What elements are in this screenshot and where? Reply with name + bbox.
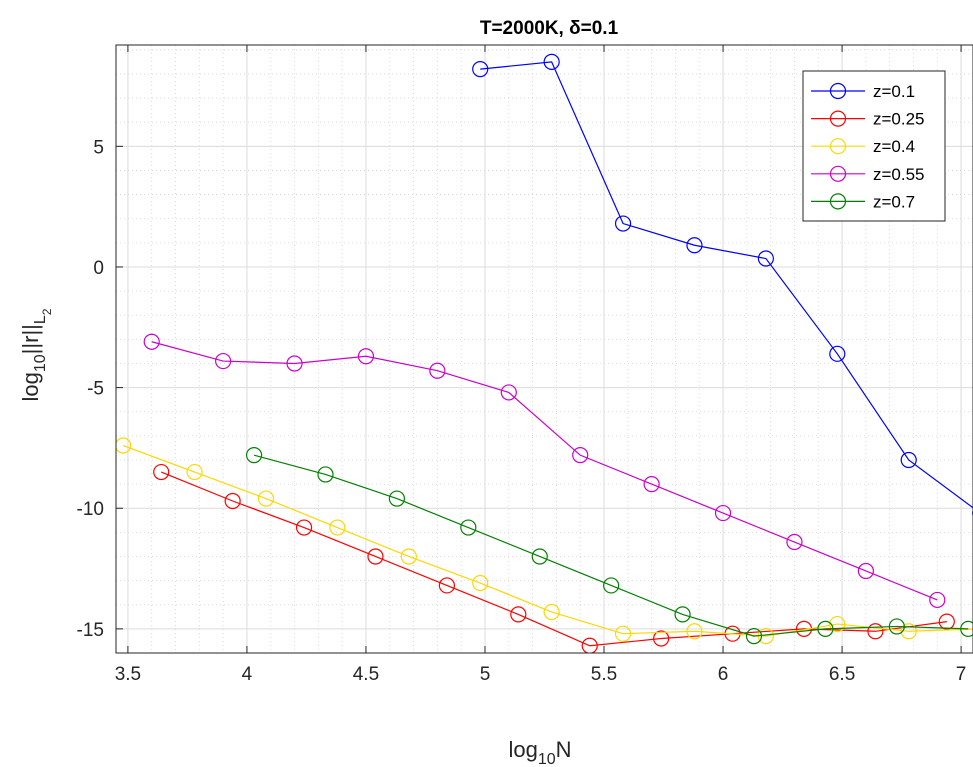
data-point [900, 623, 917, 640]
data-point [614, 625, 632, 642]
data-point [367, 548, 384, 565]
data-point [829, 615, 846, 633]
series-line [151, 341, 938, 601]
data-point [116, 437, 132, 454]
x-tick-label: 3.5 [115, 664, 141, 685]
legend-label: z=0.55 [873, 165, 925, 184]
data-point [510, 606, 527, 623]
legend-marker [829, 165, 847, 182]
x-tick-label: 6 [718, 664, 729, 685]
x-tick-label: 4.5 [353, 664, 379, 685]
legend-marker [829, 193, 847, 210]
data-point [400, 548, 417, 565]
legend: z=0.1 z=0.25 z=0.4 z=0.55 z=0.7 [802, 70, 946, 222]
legend-label: z=0.7 [873, 192, 915, 211]
data-point [900, 451, 917, 469]
data-point [888, 618, 905, 635]
series-line [122, 444, 973, 637]
data-point [295, 519, 313, 536]
y-tick-label: 0 [93, 258, 104, 279]
data-point [786, 533, 803, 551]
data-point [143, 333, 160, 350]
legend-label: z=0.25 [873, 110, 925, 129]
data-point [472, 574, 489, 592]
data-point [686, 623, 703, 640]
data-point [867, 623, 884, 640]
data-point [543, 603, 560, 621]
data-point [438, 577, 455, 594]
series-0 [472, 53, 973, 517]
x-axis-label: log10N [508, 737, 571, 767]
ticks: 3.5 4 4.5 5 5.5 6 6.5 7 -15 -10 -5 0 5 [77, 45, 967, 685]
data-point [317, 466, 334, 483]
data-point [714, 504, 732, 522]
data-point [215, 352, 232, 370]
data-point [500, 384, 517, 401]
data-point [614, 215, 632, 232]
legend-marker [829, 82, 847, 100]
data-point [643, 476, 660, 493]
data-point [857, 562, 874, 580]
data-point [357, 348, 375, 365]
chart-title: T=2000K, δ=0.1 [480, 18, 619, 39]
data-point [829, 345, 846, 362]
series-3 [143, 333, 946, 609]
data-point [581, 637, 598, 653]
data-point [286, 355, 303, 372]
data-point [429, 362, 446, 379]
data-point [686, 237, 703, 254]
series-line [480, 61, 973, 509]
data-point [572, 447, 589, 464]
data-point [653, 630, 670, 647]
x-tick-label: 6.5 [829, 664, 855, 685]
data-point [757, 250, 774, 267]
grid [116, 45, 973, 654]
y-tick-label: -15 [77, 620, 104, 641]
data-point [329, 519, 346, 536]
legend-label: z=0.4 [873, 137, 915, 156]
axes-box [115, 44, 973, 654]
data-point [745, 628, 763, 645]
y-tick-label: 5 [93, 137, 104, 158]
legend-marker [829, 138, 847, 155]
data-point [938, 613, 955, 630]
data-point [153, 463, 170, 481]
y-tick-label: -5 [87, 379, 104, 400]
x-tick-label: 4 [242, 664, 253, 685]
data-point [960, 620, 973, 637]
data-point [245, 447, 263, 464]
series-line [253, 454, 969, 637]
data-point [224, 492, 241, 510]
y-axis-label: log10||r||L2 [18, 308, 54, 401]
data-point [388, 490, 406, 507]
data-point [603, 577, 620, 594]
x-tick-label: 5 [480, 664, 491, 685]
data-point [543, 53, 560, 70]
data-point [929, 591, 946, 609]
y-tick-label: -10 [77, 499, 104, 520]
data-point [817, 620, 834, 637]
data-point [186, 463, 203, 481]
data-point [257, 490, 275, 507]
data-point [531, 548, 548, 565]
series-4 [245, 447, 973, 645]
legend-marker [829, 110, 847, 127]
x-tick-label: 7 [956, 664, 967, 685]
legend-label: z=0.1 [873, 82, 915, 101]
x-tick-label: 5.5 [591, 664, 617, 685]
series-2 [116, 437, 973, 645]
data-point [460, 519, 477, 536]
data-point [472, 61, 489, 78]
plot-area [116, 53, 973, 653]
data-point [674, 606, 691, 623]
